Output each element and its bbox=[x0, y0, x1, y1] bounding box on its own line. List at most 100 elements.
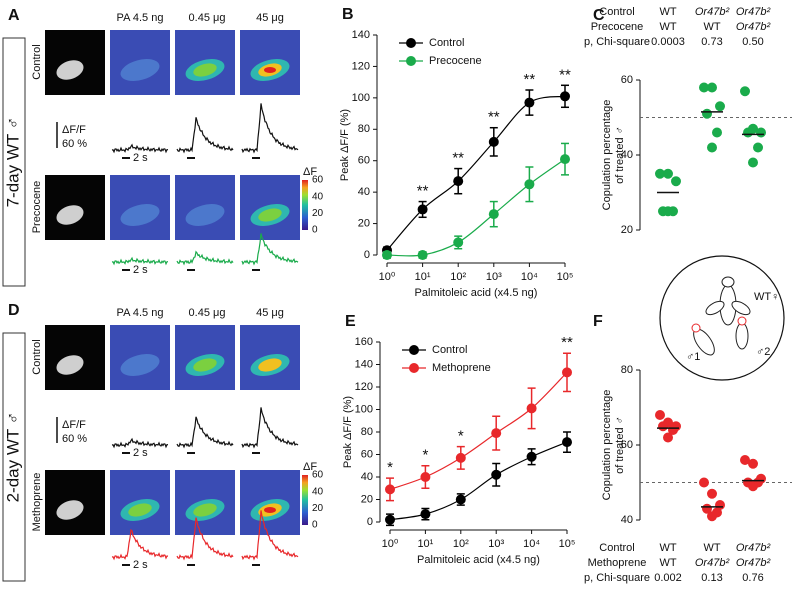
scale-label: ΔF/F bbox=[62, 419, 86, 431]
dot bbox=[702, 108, 712, 119]
data-point bbox=[491, 469, 502, 480]
data-point bbox=[526, 451, 537, 462]
dot bbox=[740, 86, 750, 97]
table-cell: 0.13 bbox=[701, 572, 722, 584]
trace bbox=[111, 256, 168, 266]
dot bbox=[712, 127, 722, 138]
colorbar-title: ΔF bbox=[303, 461, 317, 473]
colorbar-tick: 60 bbox=[312, 470, 324, 481]
y-axis-label: Copulation percentage bbox=[601, 390, 613, 501]
panel-letter: A bbox=[8, 7, 20, 24]
heat-core bbox=[258, 358, 282, 372]
dot bbox=[756, 127, 766, 138]
flies bbox=[691, 276, 751, 356]
colorbar bbox=[302, 475, 308, 525]
dot bbox=[748, 157, 758, 168]
panel-letter: B bbox=[342, 6, 354, 23]
y-tick-label: 0 bbox=[364, 249, 370, 261]
scale-label: 60 % bbox=[62, 138, 87, 150]
x-tick-label: 10⁰ bbox=[379, 271, 396, 283]
table-cell: p, Chi-square bbox=[584, 572, 650, 584]
y-tick-label: 140 bbox=[352, 29, 370, 41]
data-point bbox=[488, 136, 499, 147]
column-header: PA 4.5 ng bbox=[117, 12, 164, 24]
y-axis-label: of treated ♂ bbox=[614, 416, 626, 474]
time-scale-label: 2 s bbox=[133, 559, 148, 571]
heat-blob bbox=[185, 204, 225, 226]
panel-letter: E bbox=[345, 313, 356, 330]
x-tick-label: 10⁰ bbox=[382, 538, 399, 550]
dot bbox=[671, 176, 681, 187]
y-tick-label: 0 bbox=[367, 516, 373, 528]
row-label: Methoprene bbox=[31, 473, 43, 532]
row-label: Precocene bbox=[31, 181, 43, 234]
data-point bbox=[453, 176, 464, 187]
y-tick-label: 60 bbox=[361, 448, 373, 460]
condition-box bbox=[2, 37, 26, 287]
y-tick-label: 20 bbox=[361, 493, 373, 505]
data-point bbox=[524, 97, 535, 108]
table-cell: Or47b² bbox=[695, 557, 730, 569]
data-point bbox=[417, 250, 428, 260]
table-cell: Or47b² bbox=[695, 6, 730, 18]
legend-label: Precocene bbox=[429, 55, 482, 67]
trace bbox=[241, 510, 299, 561]
data-point bbox=[385, 514, 395, 525]
x-tick-label: 10² bbox=[450, 271, 466, 283]
significance: * bbox=[422, 447, 428, 464]
legend-label: Control bbox=[432, 344, 467, 356]
x-tick-label: 10⁵ bbox=[559, 538, 576, 550]
panel-letter: D bbox=[8, 302, 20, 319]
raw-image-blob bbox=[56, 500, 84, 520]
y-tick-label: 60 bbox=[621, 439, 633, 451]
row-label: Control bbox=[31, 339, 43, 374]
data-point bbox=[491, 428, 502, 439]
legend-label: Methoprene bbox=[432, 362, 491, 374]
heat-core bbox=[193, 63, 217, 77]
table-cell: p, Chi-square bbox=[584, 36, 650, 48]
y-tick-label: 140 bbox=[355, 358, 373, 370]
y-tick-label: 20 bbox=[621, 224, 633, 236]
y-tick-label: 80 bbox=[358, 123, 370, 135]
heat-core bbox=[128, 503, 152, 517]
x-tick-label: 10³ bbox=[486, 271, 502, 283]
diagram-label: WT♀ bbox=[754, 291, 779, 303]
dot bbox=[707, 511, 717, 522]
diagram-label: ♂1 bbox=[686, 351, 700, 363]
dot bbox=[748, 481, 758, 492]
table-cell: Or47b² bbox=[736, 6, 771, 18]
data-point bbox=[560, 91, 570, 102]
table-cell: WT bbox=[659, 6, 676, 18]
significance: ** bbox=[452, 150, 464, 167]
table-cell: WT bbox=[659, 557, 676, 569]
y-tick-label: 100 bbox=[352, 92, 370, 104]
legend-marker bbox=[409, 345, 419, 355]
x-tick-label: 10⁴ bbox=[523, 538, 540, 550]
y-tick-label: 80 bbox=[621, 364, 633, 376]
colorbar-tick: 20 bbox=[312, 503, 324, 514]
dot bbox=[707, 142, 717, 153]
y-tick-label: 40 bbox=[621, 149, 633, 161]
panel-letter: F bbox=[593, 313, 603, 330]
panel-letter: C bbox=[593, 7, 605, 24]
heat-blob bbox=[120, 59, 160, 81]
table-cell: 0.0003 bbox=[651, 36, 685, 48]
dot bbox=[715, 101, 725, 112]
scale-label: 60 % bbox=[62, 433, 87, 445]
column-header: 0.45 μg bbox=[189, 307, 226, 319]
chamber bbox=[659, 255, 785, 381]
y-tick-label: 40 bbox=[358, 186, 370, 198]
trace bbox=[241, 233, 299, 266]
y-tick-label: 60 bbox=[621, 74, 633, 86]
data-point bbox=[385, 484, 395, 495]
dot bbox=[707, 82, 717, 93]
table-cell: Or47b² bbox=[736, 542, 771, 554]
trace bbox=[176, 416, 234, 449]
y-tick-label: 20 bbox=[358, 217, 370, 229]
data-point bbox=[560, 154, 570, 165]
legend-marker bbox=[409, 363, 419, 373]
legend-marker bbox=[406, 56, 416, 66]
trace bbox=[241, 407, 299, 449]
trace bbox=[176, 517, 234, 561]
